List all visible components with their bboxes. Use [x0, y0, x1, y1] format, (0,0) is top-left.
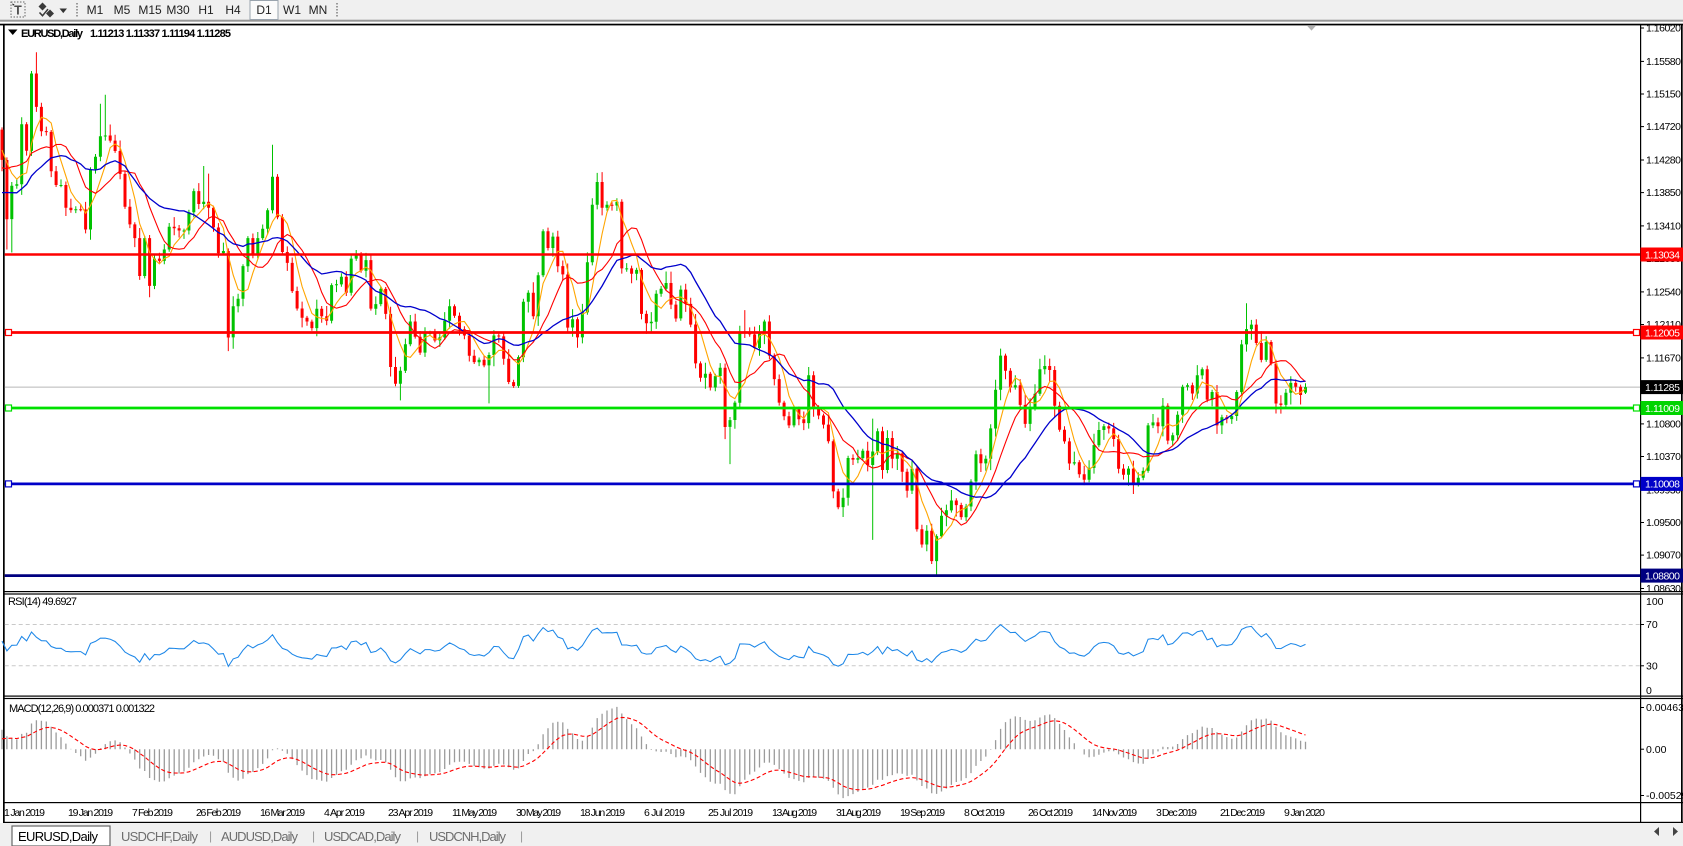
svg-text:4 Apr 2019: 4 Apr 2019: [324, 807, 365, 819]
svg-text:1.10800: 1.10800: [1646, 419, 1681, 431]
svg-text:H4: H4: [225, 3, 241, 17]
svg-text:AUDUSD,Daily: AUDUSD,Daily: [221, 829, 299, 844]
svg-text:|: |: [209, 829, 212, 843]
svg-text:1.08800: 1.08800: [1645, 570, 1680, 582]
svg-text:1.15580: 1.15580: [1646, 56, 1681, 68]
svg-text:H1: H1: [198, 3, 214, 17]
svg-text:0.00: 0.00: [1646, 744, 1667, 756]
svg-text:M15: M15: [138, 3, 162, 17]
svg-text:11 May 2019: 11 May 2019: [452, 807, 497, 819]
svg-text:M5: M5: [114, 3, 131, 17]
svg-text:MACD(12,26,9) 0.000371 0.00132: MACD(12,26,9) 0.000371 0.001322: [9, 703, 155, 715]
svg-text:1.14280: 1.14280: [1646, 155, 1681, 167]
svg-text:25 Jul 2019: 25 Jul 2019: [708, 807, 753, 819]
svg-text:|: |: [312, 829, 315, 843]
svg-text:1.14720: 1.14720: [1646, 121, 1681, 133]
svg-text:1.09500: 1.09500: [1646, 517, 1681, 529]
svg-text:1.13850: 1.13850: [1646, 187, 1681, 199]
svg-text:EURUSD,Daily: EURUSD,Daily: [18, 829, 99, 844]
svg-text:T: T: [14, 4, 22, 18]
svg-text:7 Feb 2019: 7 Feb 2019: [132, 807, 173, 819]
svg-text:26 Feb 2019: 26 Feb 2019: [196, 807, 241, 819]
svg-text:1.15150: 1.15150: [1646, 89, 1681, 101]
svg-text:16 Mar 2019: 16 Mar 2019: [260, 807, 305, 819]
svg-text:6 Jul 2019: 6 Jul 2019: [644, 807, 685, 819]
svg-text:1.11285: 1.11285: [1645, 382, 1680, 394]
svg-text:W1: W1: [283, 3, 301, 17]
svg-text:18 Jun 2019: 18 Jun 2019: [580, 807, 625, 819]
svg-text:-0.005299: -0.005299: [1646, 790, 1683, 802]
svg-text:3 Dec 2019: 3 Dec 2019: [1156, 807, 1197, 819]
svg-text:USDCHF,Daily: USDCHF,Daily: [121, 829, 199, 844]
svg-text:8 Oct 2019: 8 Oct 2019: [964, 807, 1005, 819]
svg-text:D1: D1: [256, 3, 272, 17]
svg-text:1.10008: 1.10008: [1645, 479, 1680, 491]
svg-text:1.13410: 1.13410: [1646, 221, 1681, 233]
svg-text:14 Nov 2019: 14 Nov 2019: [1092, 807, 1137, 819]
svg-text:23 Apr 2019: 23 Apr 2019: [388, 807, 433, 819]
svg-text:1.13034: 1.13034: [1645, 249, 1680, 261]
svg-text:USDCNH,Daily: USDCNH,Daily: [429, 829, 507, 844]
svg-text:1.10370: 1.10370: [1646, 451, 1681, 463]
svg-text:1.11670: 1.11670: [1646, 353, 1681, 365]
svg-text:30: 30: [1646, 660, 1658, 672]
svg-text:19 Sep 2019: 19 Sep 2019: [900, 807, 945, 819]
svg-text:21 Dec 2019: 21 Dec 2019: [1220, 807, 1265, 819]
svg-text:9 Jan 2020: 9 Jan 2020: [1284, 807, 1325, 819]
svg-text:1.09070: 1.09070: [1646, 550, 1681, 562]
svg-text:M30: M30: [166, 3, 190, 17]
svg-text:|: |: [520, 829, 523, 843]
svg-text:19 Jan 2019: 19 Jan 2019: [68, 807, 113, 819]
svg-text:RSI(14) 49.6927: RSI(14) 49.6927: [8, 596, 77, 608]
svg-text:1.12540: 1.12540: [1646, 287, 1681, 299]
svg-text:|: |: [416, 829, 419, 843]
svg-text:1.11009: 1.11009: [1645, 403, 1680, 415]
svg-text:1.11213 1.11337 1.11194 1.1128: 1.11213 1.11337 1.11194 1.11285: [90, 28, 231, 40]
svg-text:13 Aug 2019: 13 Aug 2019: [772, 807, 817, 819]
svg-text:USDCAD,Daily: USDCAD,Daily: [324, 829, 402, 844]
svg-text:MN: MN: [309, 3, 328, 17]
svg-text:1.08630: 1.08630: [1646, 583, 1681, 595]
svg-text:0: 0: [1646, 685, 1652, 697]
svg-text:1.16020: 1.16020: [1646, 23, 1681, 35]
svg-text:1.12005: 1.12005: [1645, 327, 1680, 339]
svg-text:70: 70: [1646, 619, 1658, 631]
svg-text:31 Aug 2019: 31 Aug 2019: [836, 807, 881, 819]
svg-text:30 May 2019: 30 May 2019: [516, 807, 561, 819]
svg-text:M1: M1: [87, 3, 104, 17]
svg-text:100: 100: [1646, 596, 1664, 608]
svg-text:26 Oct 2019: 26 Oct 2019: [1028, 807, 1073, 819]
svg-text:1 Jan 2019: 1 Jan 2019: [4, 807, 45, 819]
svg-text:EURUSD,Daily: EURUSD,Daily: [21, 28, 84, 40]
svg-text:0.00463: 0.00463: [1646, 702, 1683, 714]
